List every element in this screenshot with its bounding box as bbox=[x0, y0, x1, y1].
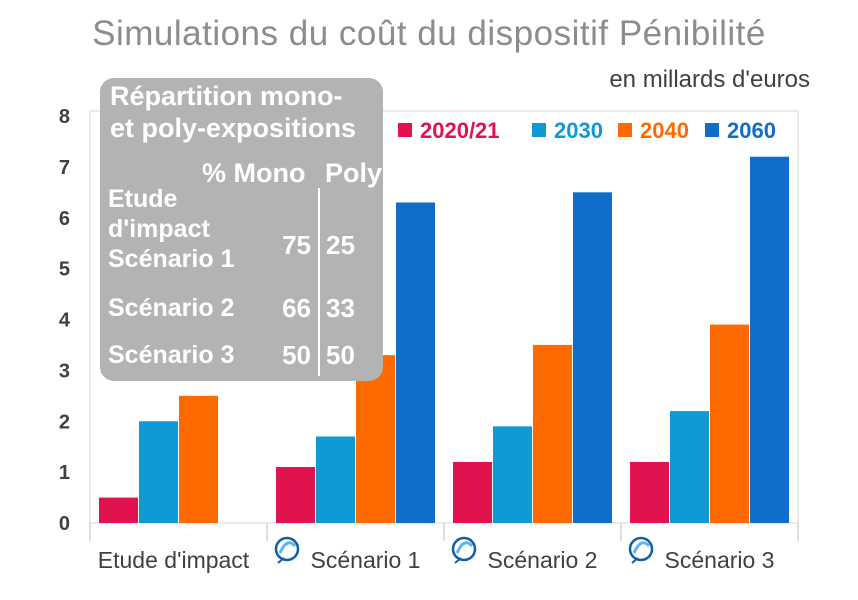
inset-header-mono: % Mono bbox=[202, 158, 306, 188]
legend-label: 2020/21 bbox=[420, 118, 500, 143]
inset-title: Répartition mono- et poly-expositions bbox=[110, 81, 357, 143]
y-tick-label: 5 bbox=[59, 259, 70, 281]
bar bbox=[139, 421, 178, 523]
inset-row-label: Scénario 2 bbox=[108, 294, 235, 322]
y-tick-label: 4 bbox=[59, 310, 71, 332]
y-tick-label: 7 bbox=[59, 157, 70, 179]
chart-title: Simulations du coût du dispositif Pénibi… bbox=[92, 14, 766, 53]
bar bbox=[533, 344, 572, 523]
x-tick-label: Etude d'impact bbox=[98, 547, 250, 573]
bar bbox=[396, 202, 435, 524]
x-tick-label: Scénario 3 bbox=[665, 547, 775, 573]
inset-row-label: Scénario 3 bbox=[108, 341, 235, 369]
y-tick-label: 2 bbox=[59, 411, 70, 433]
inset-row-poly: 25 bbox=[326, 230, 355, 260]
x-tick-label: Scénario 2 bbox=[488, 547, 598, 573]
legend-swatch bbox=[618, 123, 632, 137]
bar bbox=[453, 461, 492, 523]
bar bbox=[573, 192, 612, 523]
y-tick-label: 0 bbox=[59, 513, 70, 535]
legend-swatch bbox=[532, 123, 546, 137]
legend-label: 2040 bbox=[640, 118, 689, 143]
chart-subtitle: en millards d'euros bbox=[609, 66, 810, 93]
y-tick-label: 3 bbox=[59, 360, 70, 382]
inset-row-poly: 50 bbox=[326, 340, 355, 370]
globe-icon bbox=[277, 557, 285, 564]
inset-divider bbox=[318, 188, 320, 376]
legend-label: 2030 bbox=[554, 118, 603, 143]
globe-icon bbox=[274, 536, 300, 562]
bar bbox=[710, 324, 749, 523]
globe-icon bbox=[455, 541, 474, 554]
bar bbox=[670, 411, 709, 523]
y-tick-label: 8 bbox=[59, 106, 70, 128]
inset-header-poly: Poly bbox=[325, 158, 383, 188]
inset-row-label: Etude d'impact Scénario 1 bbox=[108, 185, 235, 273]
bar bbox=[179, 395, 218, 523]
inset-row-mono: 75 bbox=[282, 230, 311, 260]
bar bbox=[316, 436, 355, 523]
y-tick-label: 6 bbox=[59, 208, 70, 230]
bar bbox=[630, 461, 669, 523]
bar bbox=[356, 355, 395, 523]
inset-row-mono: 50 bbox=[282, 340, 311, 370]
globe-icon bbox=[451, 536, 477, 562]
bar bbox=[493, 426, 532, 523]
y-tick-label: 1 bbox=[59, 462, 70, 484]
globe-icon bbox=[454, 557, 462, 564]
globe-icon bbox=[278, 541, 297, 554]
inset-row-poly: 33 bbox=[326, 293, 355, 323]
bar bbox=[99, 497, 138, 523]
inset-row-mono: 66 bbox=[282, 293, 311, 323]
globe-icon bbox=[631, 557, 639, 564]
globe-icon bbox=[628, 536, 654, 562]
globe-icon bbox=[632, 541, 651, 554]
bar bbox=[276, 467, 315, 523]
legend-swatch bbox=[398, 123, 412, 137]
legend-label: 2060 bbox=[727, 118, 776, 143]
legend-swatch bbox=[705, 123, 719, 137]
bar bbox=[750, 156, 789, 523]
exposure-breakdown-box: Répartition mono- et poly-expositions % … bbox=[100, 78, 383, 381]
x-tick-label: Scénario 1 bbox=[311, 547, 421, 573]
